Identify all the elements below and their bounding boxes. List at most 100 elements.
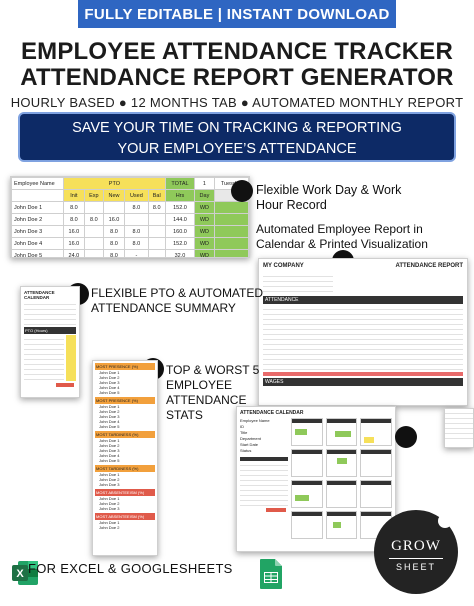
stats-name: John Doe 5 xyxy=(99,458,120,463)
logo-top-text: GROW xyxy=(391,538,441,554)
tracker-sub-hrs: Hrs xyxy=(164,189,196,202)
row-bal[interactable]: 8.0 xyxy=(147,201,166,214)
stats-name: John Doe 3 xyxy=(99,380,120,385)
stats-name: John Doe 1 xyxy=(99,404,120,409)
row-code[interactable]: WD xyxy=(194,237,215,250)
row-new[interactable]: 16.0 xyxy=(102,213,126,226)
row-exp[interactable] xyxy=(83,225,104,238)
row-init[interactable]: 24.0 xyxy=(63,249,85,257)
page-title-line2: ATTENDANCE REPORT GENERATOR xyxy=(20,64,454,91)
stats-name: John Doe 5 xyxy=(99,390,120,395)
table-row[interactable]: John Doe 1 8.0 8.0 8.0 152.0 WD xyxy=(11,201,249,214)
stats-name: John Doe 2 xyxy=(99,525,120,530)
report-red-bar xyxy=(263,372,463,376)
tracker-header-day-number: 1 xyxy=(194,177,215,190)
row-name: John Doe 3 xyxy=(11,225,64,238)
row-init[interactable]: 16.0 xyxy=(63,225,85,238)
row-exp[interactable] xyxy=(83,237,104,250)
tracker-sub-init: Init xyxy=(63,189,85,202)
row-used[interactable] xyxy=(124,213,149,226)
tracker-sub-day: Day xyxy=(194,189,215,202)
attendance-calendar-card: ATTENDANCE CALENDAR Employee Name ID Tit… xyxy=(236,406,396,552)
row-bal[interactable] xyxy=(147,249,166,257)
table-row[interactable]: John Doe 2 8.0 8.0 16.0 144.0 WD xyxy=(11,213,249,226)
summary-pto-label: PTO (Hours) xyxy=(24,327,76,334)
stats-section-4: MOST TARDINESS (%) xyxy=(95,465,155,472)
row-bal[interactable] xyxy=(147,225,166,238)
tracker-sub-used: Used xyxy=(124,189,149,202)
stats-name: John Doe 1 xyxy=(99,472,120,477)
tracker-sub-new: New xyxy=(102,189,126,202)
calendar-field: Start Date xyxy=(240,442,259,447)
extra-report-card xyxy=(444,408,474,448)
stats-section-5: MOST ABSENTEEISM (%) xyxy=(95,489,155,496)
bullet-dot-icon xyxy=(395,426,417,448)
row-used[interactable]: 8.0 xyxy=(124,225,149,238)
attendance-report-card: MY COMPANY ATTENDANCE REPORT ATTENDANCE … xyxy=(258,258,468,406)
row-bal[interactable] xyxy=(147,237,166,250)
tracker-sub-bal: Bal xyxy=(147,189,166,202)
table-row[interactable]: John Doe 4 16.0 8.0 8.0 152.0 WD xyxy=(11,237,249,250)
logo-bottom-text: SHEET xyxy=(395,562,436,572)
stats-section-6: MOST ABSENTEEISM (%) xyxy=(95,513,155,520)
tracker-header-total: TOTAL xyxy=(164,177,196,190)
google-sheets-icon xyxy=(259,558,283,590)
report-section-attendance: ATTENDANCE xyxy=(263,296,463,304)
pto-summary-card: ATTENDANCE CALENDAR PTO (Hours) xyxy=(20,286,80,398)
hero-box: SAVE YOUR TIME ON TRACKING & REPORTING Y… xyxy=(18,112,456,162)
tracker-header-pto: PTO xyxy=(63,177,166,190)
tracker-table: Employee Name PTO TOTAL 1 Tuesday Init E… xyxy=(11,177,249,257)
hero-line-2: YOUR EMPLOYEE’S ATTENDANCE xyxy=(117,141,357,157)
table-row[interactable]: John Doe 5 24.0 8.0 - 32.0 WD xyxy=(11,249,249,257)
row-used[interactable]: - xyxy=(124,249,149,257)
table-row[interactable]: John Doe 3 16.0 8.0 8.0 160.0 WD xyxy=(11,225,249,238)
row-name: John Doe 1 xyxy=(11,201,64,214)
row-hrs: 160.0 xyxy=(164,225,196,238)
feature-work-day: Flexible Work Day & Work Hour Record xyxy=(256,183,401,213)
stats-name: John Doe 3 xyxy=(99,448,120,453)
row-hrs: 32.0 xyxy=(164,249,196,257)
stats-name: John Doe 1 xyxy=(99,370,120,375)
row-name: John Doe 2 xyxy=(11,213,64,226)
stats-name: John Doe 1 xyxy=(99,520,120,525)
stats-name: John Doe 3 xyxy=(99,482,120,487)
row-code[interactable]: WD xyxy=(194,201,215,214)
tracker-sub-exp: Exp xyxy=(83,189,104,202)
row-hrs: 152.0 xyxy=(164,237,196,250)
row-used[interactable]: 8.0 xyxy=(124,237,149,250)
row-used[interactable]: 8.0 xyxy=(124,201,149,214)
row-init[interactable]: 16.0 xyxy=(63,237,85,250)
report-section-wages: WAGES xyxy=(263,378,463,386)
top-banner: FULLY EDITABLE | INSTANT DOWNLOAD xyxy=(78,0,396,28)
hero-line-1: SAVE YOUR TIME ON TRACKING & REPORTING xyxy=(72,120,402,136)
feature-2-line-1: Automated Employee Report in xyxy=(256,222,423,236)
feature-top-worst-stats: TOP & WORST 5 EMPLOYEE ATTENDANCE STATS xyxy=(166,363,259,423)
row-new[interactable]: 8.0 xyxy=(102,237,126,250)
stats-name: John Doe 4 xyxy=(99,453,120,458)
row-exp[interactable] xyxy=(83,201,104,214)
calendar-field: ID xyxy=(240,424,244,429)
stats-name: John Doe 2 xyxy=(99,501,120,506)
row-new[interactable] xyxy=(102,201,126,214)
row-code[interactable]: WD xyxy=(194,213,215,226)
summary-title: ATTENDANCE CALENDAR xyxy=(24,290,55,300)
row-new[interactable]: 8.0 xyxy=(102,225,126,238)
row-new[interactable]: 8.0 xyxy=(102,249,126,257)
row-bal[interactable] xyxy=(147,213,166,226)
excel-icon: X xyxy=(10,558,40,588)
tracker-table-card: Employee Name PTO TOTAL 1 Tuesday Init E… xyxy=(10,176,250,258)
stats-section-3: MOST TARDINESS (%) xyxy=(95,431,155,438)
row-init[interactable]: 8.0 xyxy=(63,213,85,226)
feature-3-line-2: ATTENDANCE SUMMARY xyxy=(91,301,236,315)
flower-icon xyxy=(438,514,452,528)
stats-name: John Doe 3 xyxy=(99,506,120,511)
row-exp[interactable]: 8.0 xyxy=(83,213,104,226)
row-code[interactable]: WD xyxy=(194,249,215,257)
feature-4-line-4: STATS xyxy=(166,408,203,422)
row-exp[interactable] xyxy=(83,249,104,257)
row-code[interactable]: WD xyxy=(194,225,215,238)
feature-1-line-2: Hour Record xyxy=(256,198,327,212)
calendar-month-grid xyxy=(291,418,392,539)
row-init[interactable]: 8.0 xyxy=(63,201,85,214)
stats-section-2: MOST PRESENCE (%) xyxy=(95,397,155,404)
